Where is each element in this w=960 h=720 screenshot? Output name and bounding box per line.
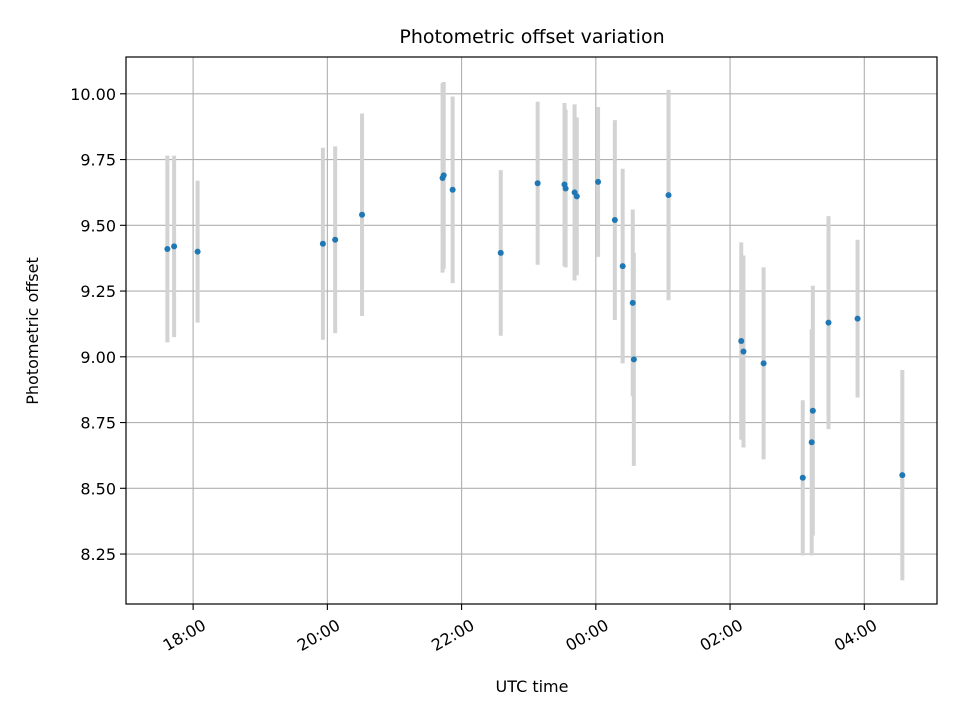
data-point [799,474,806,481]
data-point [740,348,747,355]
data-point [808,439,815,446]
y-axis-title: Photometric offset [23,257,42,405]
y-tick-label: 9.75 [80,151,116,170]
data-point [899,472,906,479]
data-point [534,180,541,187]
data-point [738,338,745,345]
plot-frame [125,56,938,605]
y-tick-label: 9.25 [80,282,116,301]
data-point [171,243,178,250]
data-point [760,360,767,367]
data-point [359,211,366,218]
data-point [573,193,580,200]
y-tick-label: 8.75 [80,414,116,433]
x-axis-title: UTC time [496,677,569,696]
data-point [629,299,636,306]
y-tick-label: 8.50 [80,479,116,498]
data-point [809,407,816,414]
data-point [440,172,447,179]
data-point [164,245,171,252]
data-point [562,185,569,192]
y-tick-label: 10.00 [70,85,116,104]
data-point [319,240,326,247]
data-point [854,315,861,322]
data-point [497,249,504,256]
data-point [665,192,672,199]
data-point [619,263,626,270]
y-tick-label: 9.50 [80,216,116,235]
chart-title: Photometric offset variation [399,26,664,48]
y-tick-label: 8.25 [80,545,116,564]
point-layer [164,172,906,481]
grid-layer [126,57,937,604]
data-point [449,186,456,193]
data-point [595,178,602,185]
data-point [194,248,201,255]
data-point [630,356,637,363]
data-point [825,319,832,326]
y-tick-label: 9.00 [80,348,116,367]
data-point [611,217,618,224]
data-point [332,236,339,243]
